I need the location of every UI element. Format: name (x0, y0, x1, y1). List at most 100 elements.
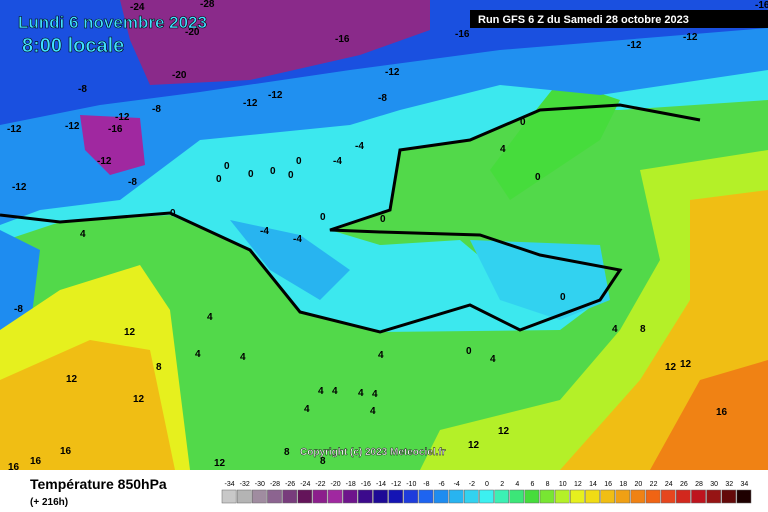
legend-tick-label: 26 (680, 481, 688, 488)
contour-label: 12 (468, 440, 480, 451)
contour-label: 12 (214, 458, 226, 469)
contour-label: 0 (296, 156, 302, 167)
legend-cell (494, 489, 509, 504)
contour-label: 4 (80, 229, 86, 240)
legend-tick-label: -4 (454, 481, 460, 488)
contour-label: 8 (156, 362, 162, 373)
legend-cell (615, 489, 631, 504)
contour-label: 4 (372, 389, 378, 400)
legend-cell (706, 489, 721, 504)
contour-label: 0 (248, 169, 254, 180)
legend-cell (570, 489, 585, 504)
contour-label: -20 (172, 70, 187, 81)
legend-tick-label: 16 (604, 481, 612, 488)
contour-label: 4 (240, 352, 246, 363)
contour-label: 4 (370, 406, 376, 417)
contour-label: 16 (30, 456, 42, 467)
contour-label: 16 (60, 446, 72, 457)
contour-label: -12 (268, 90, 283, 101)
legend-cell (388, 489, 403, 504)
run-box (470, 10, 768, 28)
contour-label: 12 (66, 374, 78, 385)
contour-label: -16 (755, 0, 768, 11)
legend-tick-label: -26 (285, 481, 295, 488)
legend-tick-label: -6 (438, 481, 444, 488)
contour-label: -20 (185, 27, 200, 38)
legend-cell (479, 489, 494, 504)
contour-label: 0 (560, 292, 566, 303)
legend-cell (297, 489, 313, 504)
legend-tick-label: -18 (346, 481, 356, 488)
contour-label: -12 (115, 112, 130, 123)
legend-cell (221, 489, 237, 504)
contour-label: -12 (97, 156, 112, 167)
legend-tick-label: -30 (255, 481, 265, 488)
hotter-east (650, 360, 768, 470)
contour-label: -28 (200, 0, 215, 10)
zero-contour (0, 103, 701, 334)
hot-southwest (0, 340, 175, 470)
legend-tick-label: 30 (710, 481, 718, 488)
contour-label: -8 (152, 104, 161, 115)
contour-label: -16 (335, 34, 350, 45)
legend-tick-label: -2 (469, 481, 475, 488)
legend-tick-label: 22 (650, 481, 658, 488)
contour-label: -12 (12, 182, 27, 193)
legend-tick-label: -14 (376, 481, 386, 488)
legend-cell (539, 489, 555, 504)
color-legend: -34 -32 -30 -28 -26 -24 -22 -20 -18 -16 -14 -12 -10-… (221, 481, 752, 504)
legend-cell (433, 489, 449, 504)
contour-label: 4 (612, 324, 618, 335)
legend-cell (554, 489, 570, 504)
contour-label: 8 (640, 324, 646, 335)
contour-label: -16 (108, 124, 123, 135)
time-text: 8:00 locale (22, 35, 124, 57)
atlantic-cold-pool (230, 220, 350, 300)
legend-tick-label: -32 (240, 481, 250, 488)
legend-tick-label: 18 (619, 481, 627, 488)
legend-tick-label: -8 (423, 481, 429, 488)
contour-label: 8 (284, 447, 290, 458)
contour-label: -8 (128, 177, 137, 188)
contour-label: -12 (7, 124, 22, 135)
contour-label: 12 (498, 426, 510, 437)
legend-cell (721, 489, 737, 504)
legend-tick-label: 8 (546, 481, 550, 488)
legend-tick-label: -34 (225, 481, 235, 488)
legend-cell (676, 489, 691, 504)
legend-cell (509, 489, 525, 504)
contour-label: 4 (207, 312, 213, 323)
legend-tick-label: 28 (695, 481, 703, 488)
date-text: Lundi 6 novembre 2023 (18, 13, 207, 32)
contour-label: -12 (627, 40, 642, 51)
legend-cell (373, 489, 388, 504)
contour-label: 16 (716, 407, 728, 418)
contour-label: 4 (304, 404, 310, 415)
contour-label: -24 (130, 2, 145, 13)
legend-cell (327, 489, 343, 504)
contour-label: 0 (270, 166, 276, 177)
legend-cell (358, 489, 373, 504)
legend-tick-label: 12 (574, 481, 582, 488)
legend-tick-label: -16 (361, 481, 371, 488)
contour-labels: -24 -28-20-16 -16-16-12-12-12-12-12-20-8-8… (7, 0, 768, 473)
contour-label: -4 (355, 141, 364, 152)
legend-cell (403, 489, 419, 504)
contour-label: 4 (332, 386, 338, 397)
legend-tick-label: -20 (331, 481, 341, 488)
contour-label: 16 (8, 462, 20, 473)
contour-label: -4 (333, 156, 342, 167)
legend-cell (736, 489, 752, 504)
legend-cell (524, 489, 540, 504)
legend-cell (630, 489, 646, 504)
legend-tick-label: -10 (406, 481, 416, 488)
contour-label: -12 (683, 32, 698, 43)
legend-cell (448, 489, 464, 504)
legend-tick-label: 4 (515, 481, 519, 488)
contour-label: 4 (358, 388, 364, 399)
legend-cell (660, 489, 676, 504)
legend-cell (312, 489, 328, 504)
legend-tick-label: 0 (485, 481, 489, 488)
contour-label: -16 (455, 29, 470, 40)
legend-tick-label: -22 (315, 481, 325, 488)
